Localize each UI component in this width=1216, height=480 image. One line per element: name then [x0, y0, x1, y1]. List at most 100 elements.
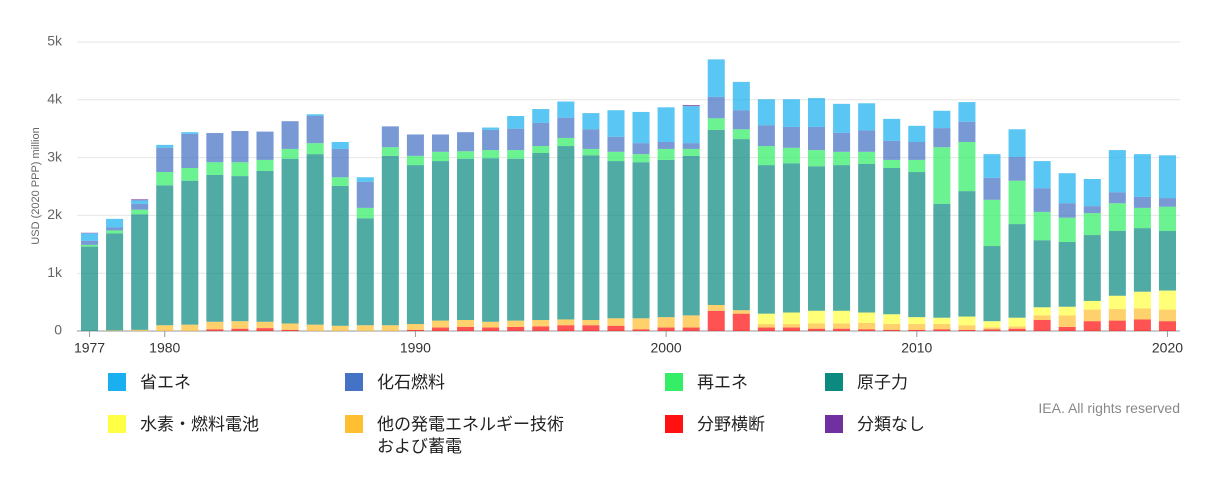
- bar-segment: [1008, 317, 1026, 327]
- bar-segment: [331, 148, 349, 178]
- bar-segment: [933, 324, 951, 330]
- bar-segment: [206, 133, 224, 163]
- legend-swatch: [665, 415, 683, 433]
- bar-segment: [256, 321, 274, 329]
- bar-segment: [532, 122, 550, 147]
- bar-segment: [231, 162, 249, 177]
- bar-segment: [81, 244, 99, 247]
- bar-segment: [1058, 173, 1076, 204]
- bar-segment: [657, 141, 675, 149]
- bar-segment: [682, 155, 700, 316]
- bar-segment: [582, 325, 600, 331]
- y-tick-label: 4k: [47, 91, 63, 107]
- bar-segment: [807, 126, 826, 151]
- bar-segment: [1133, 228, 1151, 292]
- bar-segment: [582, 148, 600, 156]
- bar-segment: [958, 141, 976, 192]
- bar-segment: [181, 324, 199, 331]
- bar-segment: [782, 99, 800, 127]
- bar-segment: [532, 152, 550, 321]
- bar-segment: [381, 147, 399, 156]
- bar-segment: [206, 329, 224, 331]
- bar-segment: [732, 129, 750, 140]
- bar-segment: [757, 146, 775, 166]
- bar-segment: [933, 329, 951, 331]
- legend-swatch: [665, 373, 683, 391]
- bar-segment: [507, 150, 525, 159]
- bar-segment: [306, 154, 324, 325]
- bar-segment: [1108, 203, 1126, 232]
- y-axis-label: USD (2020 PPP) million: [30, 127, 42, 244]
- bar-segment: [657, 317, 675, 328]
- bar-segment: [181, 132, 199, 134]
- bar-segment: [406, 134, 424, 156]
- bar-segment: [1083, 178, 1101, 207]
- bar-segment: [607, 161, 625, 319]
- bar-segment: [281, 121, 299, 149]
- bar-segment: [156, 147, 174, 173]
- bar-segment: [406, 155, 424, 166]
- bar-segment: [507, 128, 525, 151]
- legend-swatch: [345, 373, 363, 391]
- bar-segment: [782, 312, 800, 325]
- bar-segment: [1158, 231, 1176, 291]
- bar-segment: [682, 143, 700, 149]
- bar-segment: [181, 133, 199, 169]
- bar-segment: [1133, 291, 1151, 309]
- bar-segment: [682, 105, 700, 107]
- bar-segment: [782, 147, 800, 164]
- bar-segment: [231, 131, 249, 163]
- bar-segment: [507, 320, 525, 327]
- bar-segment: [782, 163, 800, 313]
- bar-segment: [757, 125, 775, 147]
- y-tick-label: 3k: [47, 148, 63, 164]
- bar-segment: [707, 304, 725, 311]
- bar-segment: [406, 324, 424, 330]
- bar-segment: [306, 143, 324, 155]
- bar-segment: [106, 330, 124, 331]
- legend-label: 省エネ: [140, 373, 191, 393]
- bar-segment: [482, 321, 500, 328]
- bar-segment: [482, 158, 500, 322]
- bar-segment: [707, 96, 725, 119]
- bar-segment: [1158, 290, 1176, 310]
- bar-segment: [356, 207, 374, 219]
- bar-segment: [582, 155, 600, 321]
- bar-segment: [883, 118, 901, 141]
- bar-segment: [807, 150, 826, 167]
- bar-segment: [482, 127, 500, 130]
- bar-segment: [356, 325, 374, 331]
- bar-segment: [557, 101, 575, 118]
- bar-segment: [331, 325, 349, 331]
- y-tick-label: 0: [54, 322, 62, 338]
- bar-segment: [156, 185, 174, 326]
- legend-item: 原子力: [825, 372, 908, 394]
- bar-segment: [682, 106, 700, 144]
- bar-segment: [231, 176, 249, 322]
- bar-segment: [833, 310, 851, 324]
- bar-segment: [131, 209, 149, 215]
- bar-segment: [858, 312, 876, 323]
- bar-segment: [682, 148, 700, 156]
- bar-segment: [206, 174, 224, 322]
- bar-segment: [782, 327, 800, 331]
- legend-label: 原子力: [857, 373, 908, 393]
- bar-segment: [607, 318, 625, 326]
- bar-segment: [431, 327, 450, 331]
- bar-segment: [757, 165, 775, 314]
- bar-segment: [1008, 129, 1026, 158]
- x-tick-label: 1990: [400, 340, 431, 356]
- bar-segment: [1033, 211, 1051, 241]
- bar-segment: [1058, 315, 1076, 327]
- bar-segment: [431, 151, 450, 162]
- bar-segment: [657, 327, 675, 331]
- bar-segment: [933, 110, 951, 129]
- bar-segment: [632, 318, 650, 330]
- y-tick-label: 2k: [47, 206, 63, 222]
- legend-label: 分類なし: [857, 415, 925, 435]
- bar-segment: [1008, 224, 1026, 318]
- bar-segment: [381, 325, 399, 331]
- bar-segment: [632, 143, 650, 155]
- legend-item: 省エネ: [108, 372, 191, 394]
- bar-segment: [1133, 207, 1151, 229]
